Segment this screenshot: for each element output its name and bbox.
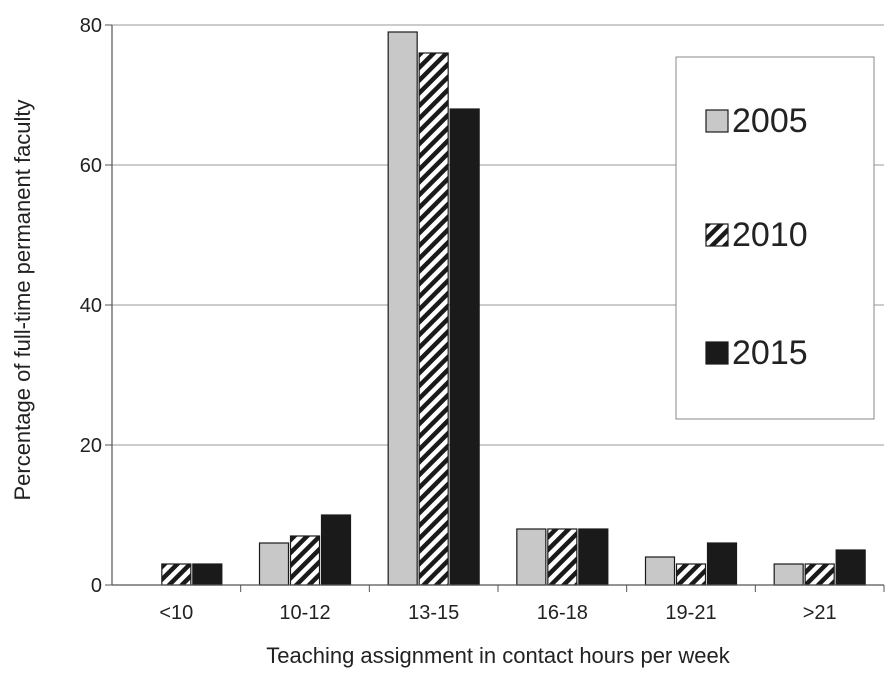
x-tick-label: 16-18 — [537, 602, 588, 624]
bar-2010-3 — [547, 528, 578, 586]
y-tick-label: 60 — [80, 155, 102, 177]
x-tick-label: >21 — [803, 602, 837, 624]
y-axis-label: Percentage of full-time permanent facult… — [10, 99, 35, 500]
bar-2010-5 — [804, 563, 835, 586]
x-tick-label: 13-15 — [408, 602, 459, 624]
legend-swatch-2005 — [705, 109, 729, 133]
bar-2015-4 — [706, 542, 738, 586]
bar-2005-3 — [516, 528, 547, 586]
legend-label: 2010 — [732, 216, 808, 254]
y-tick-label: 0 — [91, 575, 102, 597]
y-tick-label: 40 — [80, 295, 102, 317]
bar-2015-3 — [578, 528, 609, 586]
bar-2005-2 — [387, 31, 418, 586]
bar-2015-1 — [320, 514, 352, 586]
bar-2015-2 — [449, 108, 480, 586]
legend-label: 2005 — [732, 102, 808, 140]
bar-2005-5 — [773, 563, 804, 586]
legend-swatch-2015 — [705, 341, 729, 365]
bar-2010-4 — [675, 563, 707, 586]
bar-2010-0 — [161, 563, 192, 586]
bar-2010-1 — [289, 535, 321, 586]
x-axis-label: Teaching assignment in contact hours per… — [266, 643, 730, 668]
x-tick-label: 10-12 — [279, 602, 330, 624]
bar-2015-0 — [192, 563, 223, 586]
axes: 0 20 40 60 80 <10 10-12 13-15 16-18 19-21 >21 — [80, 15, 885, 624]
legend-swatch-2010 — [705, 223, 729, 247]
bar-2005-4 — [644, 556, 676, 586]
bar-2005-1 — [258, 542, 290, 586]
x-tick-label: 19-21 — [665, 602, 716, 624]
bar-2010-2 — [418, 52, 449, 586]
legend: 2005 2010 2015 — [675, 56, 875, 420]
x-tick-label: <10 — [159, 602, 193, 624]
y-tick-label: 80 — [80, 15, 102, 37]
bar-2015-5 — [835, 549, 866, 586]
y-tick-label: 20 — [80, 435, 102, 457]
legend-label: 2015 — [732, 334, 808, 372]
